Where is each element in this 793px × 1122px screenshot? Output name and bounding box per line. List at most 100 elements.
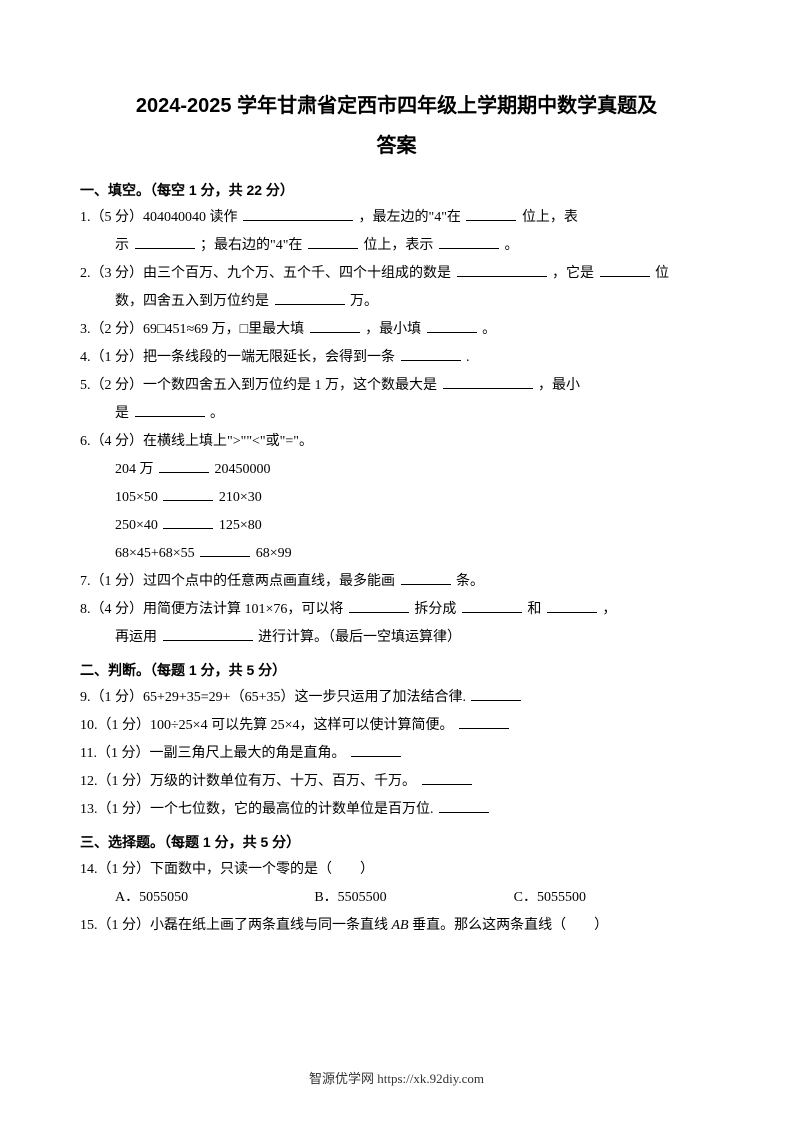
q6-r2a: 105×50 [115,490,158,505]
q4-text-a: 4.（1 分）把一条线段的一端无限延长，会得到一条 [80,350,395,365]
q8-blank-3[interactable] [547,599,597,613]
q1-text-f: 位上，表示 [363,238,433,253]
section2-header: 二、判断。（每题 1 分，共 5 分） [80,656,713,684]
q6-row1: 204 万 20450000 [80,456,713,484]
q3-text-b: ，最小填 [365,322,421,337]
q1-blank-4[interactable] [308,235,358,249]
q4-blank-1[interactable] [401,347,461,361]
q11-text: 11.（1 分）一副三角尺上最大的角是直角。 [80,746,345,761]
q14-option-c[interactable]: C．5055500 [514,884,713,912]
q6-r2b: 210×30 [219,490,262,505]
q9-text: 9.（1 分）65+29+35=29+（65+35）这一步只运用了加法结合律. [80,690,466,705]
q9-blank[interactable] [471,687,521,701]
q8-blank-2[interactable] [462,599,522,613]
q1-text-c: 位上，表 [522,210,578,225]
q1-blank-5[interactable] [439,235,499,249]
q14-options: A．5055050 B．5505500 C．5055500 [80,884,713,912]
q3-text-c: 。 [482,322,496,337]
q3-blank-2[interactable] [427,319,477,333]
q4-text-b: . [466,350,470,365]
q1-text-d: 示 [115,238,129,253]
q5: 5.（2 分）一个数四舍五入到万位约是 1 万，这个数最大是 ，最小 是 。 [80,372,713,428]
q8-text-b: 拆分成 [414,602,456,617]
q1: 1.（5 分）404040040 读作 ，最左边的"4"在 位上，表 示 ；最右… [80,204,713,260]
q6-blank-2[interactable] [163,487,213,501]
q1-blank-1[interactable] [243,207,353,221]
q14-text: 14.（1 分）下面数中，只读一个零的是（ ） [80,862,374,877]
q3-text-a: 3.（2 分）69□451≈69 万，□里最大填 [80,322,304,337]
title-sub: 答案 [80,126,713,166]
q7: 7.（1 分）过四个点中的任意两点画直线，最多能画 条。 [80,568,713,596]
q8-blank-4[interactable] [163,627,253,641]
exam-page: 2024-2025 学年甘肃省定西市四年级上学期期中数学真题及 答案 一、填空。… [0,0,793,1122]
title-main: 2024-2025 学年甘肃省定西市四年级上学期期中数学真题及 [80,90,713,122]
q13-text: 13.（1 分）一个七位数，它的最高位的计数单位是百万位. [80,802,434,817]
q7-text-a: 7.（1 分）过四个点中的任意两点画直线，最多能画 [80,574,395,589]
q6-blank-1[interactable] [159,459,209,473]
q2: 2.（3 分）由三个百万、九个万、五个千、四个十组成的数是 ，它是 位 数，四舍… [80,260,713,316]
q6-row2: 105×50 210×30 [80,484,713,512]
q5-text-b: ，最小 [538,378,580,393]
q6-text: 6.（4 分）在横线上填上">""<"或"="。 [80,434,313,449]
q6-r4b: 68×99 [256,546,292,561]
q14-option-b[interactable]: B．5505500 [314,884,513,912]
q15-ab: AB [392,918,409,933]
q5-text-d: 。 [210,406,224,421]
q12: 12.（1 分）万级的计数单位有万、十万、百万、千万。 [80,768,713,796]
q13: 13.（1 分）一个七位数，它的最高位的计数单位是百万位. [80,796,713,824]
q5-text-c: 是 [115,406,129,421]
q6: 6.（4 分）在横线上填上">""<"或"="。 [80,428,713,456]
q8-text-e: 再运用 [115,630,157,645]
q10: 10.（1 分）100÷25×4 可以先算 25×4，这样可以使计算简便。 [80,712,713,740]
q11: 11.（1 分）一副三角尺上最大的角是直角。 [80,740,713,768]
q8-text-f: 进行计算。（最后一空填运算律） [258,630,461,645]
q6-r1b: 20450000 [215,462,271,477]
q3-blank-1[interactable] [310,319,360,333]
q11-blank[interactable] [351,743,401,757]
page-footer: 智源优学网 https://xk.92diy.com [0,1066,793,1092]
q12-text: 12.（1 分）万级的计数单位有万、十万、百万、千万。 [80,774,416,789]
q6-r4a: 68×45+68×55 [115,546,195,561]
q14-option-a[interactable]: A．5055050 [115,884,314,912]
q15-text-a: 15.（1 分）小磊在纸上画了两条直线与同一条直线 [80,918,392,933]
q8: 8.（4 分）用简便方法计算 101×76，可以将 拆分成 和 ， 再运用 进行… [80,596,713,652]
q14: 14.（1 分）下面数中，只读一个零的是（ ） [80,856,713,884]
q8-blank-1[interactable] [349,599,409,613]
q6-r3a: 250×40 [115,518,158,533]
q13-blank[interactable] [439,799,489,813]
q5-blank-2[interactable] [135,403,205,417]
q1-blank-2[interactable] [466,207,516,221]
q9: 9.（1 分）65+29+35=29+（65+35）这一步只运用了加法结合律. [80,684,713,712]
q6-blank-4[interactable] [200,543,250,557]
section3-header: 三、选择题。（每题 1 分，共 5 分） [80,828,713,856]
q3: 3.（2 分）69□451≈69 万，□里最大填 ，最小填 。 [80,316,713,344]
q2-blank-3[interactable] [275,291,345,305]
q7-text-b: 条。 [456,574,484,589]
q8-text-d: ， [602,602,616,617]
q12-blank[interactable] [422,771,472,785]
q6-r3b: 125×80 [219,518,262,533]
q1-text-a: 1.（5 分）404040040 读作 [80,210,238,225]
q7-blank-1[interactable] [401,571,451,585]
q8-text-c: 和 [527,602,541,617]
q10-blank[interactable] [459,715,509,729]
q2-blank-2[interactable] [600,263,650,277]
q5-blank-1[interactable] [443,375,533,389]
q6-row3: 250×40 125×80 [80,512,713,540]
q2-text-a: 2.（3 分）由三个百万、九个万、五个千、四个十组成的数是 [80,266,451,281]
q1-blank-3[interactable] [135,235,195,249]
q8-text-a: 8.（4 分）用简便方法计算 101×76，可以将 [80,602,343,617]
q1-text-b: ，最左边的"4"在 [359,210,461,225]
q2-blank-1[interactable] [457,263,547,277]
section1-header: 一、填空。（每空 1 分，共 22 分） [80,176,713,204]
q2-text-d: 数，四舍五入到万位约是 [115,294,269,309]
q2-text-b: ，它是 [552,266,594,281]
q2-text-c: 位 [655,266,669,281]
q6-blank-3[interactable] [163,515,213,529]
q2-text-e: 万。 [350,294,378,309]
q5-text-a: 5.（2 分）一个数四舍五入到万位约是 1 万，这个数最大是 [80,378,437,393]
q6-row4: 68×45+68×55 68×99 [80,540,713,568]
q15: 15.（1 分）小磊在纸上画了两条直线与同一条直线 AB 垂直。那么这两条直线（… [80,912,713,940]
q4: 4.（1 分）把一条线段的一端无限延长，会得到一条 . [80,344,713,372]
q15-text-b: 垂直。那么这两条直线（ ） [409,918,609,933]
